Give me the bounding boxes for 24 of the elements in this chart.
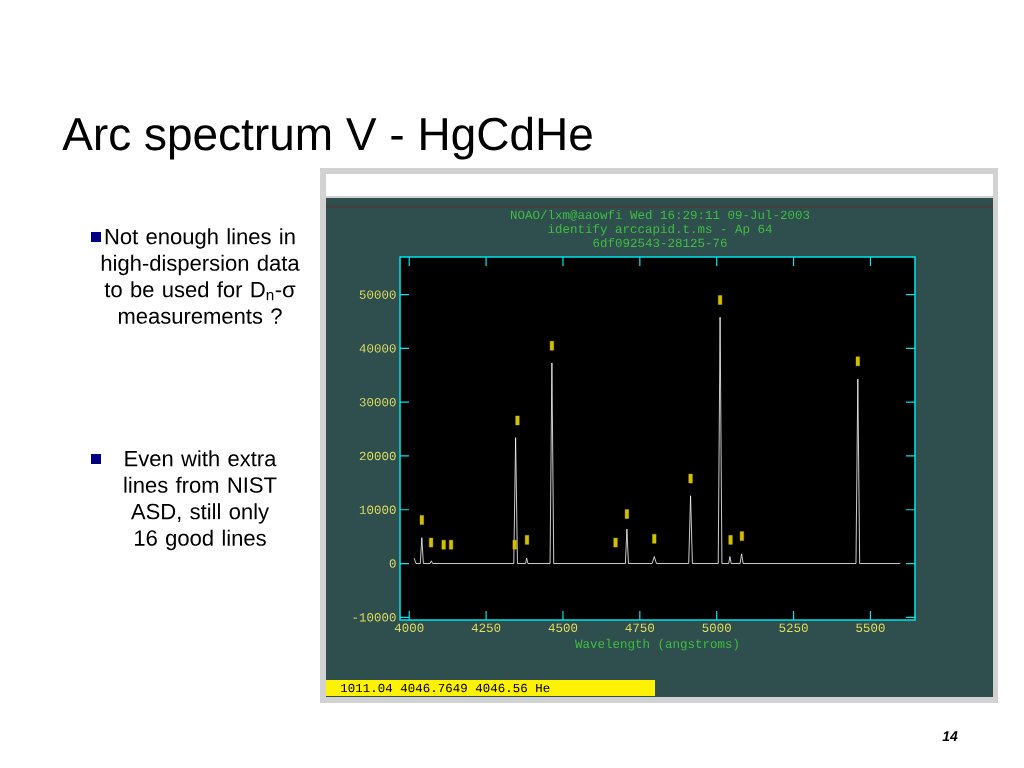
line-series: [413, 316, 901, 564]
text: NOAO/lxm@aaowfi Wed 16:29:11 09-Jul-2003: [510, 209, 810, 221]
text: Even with extra lines from NIST ASD, still only 16 good lines: [124, 450, 277, 551]
x-tick-label: 4750: [625, 623, 655, 633]
x-tick-label: 4500: [548, 623, 578, 633]
text: Not enough lines in high-dispersion data to be used for D$_{n}$-σ measurements ?: [101, 228, 300, 324]
y-tick-label: 0: [389, 559, 396, 568]
text: 6df092543-28125-76: [593, 237, 727, 248]
y-tick-label: 50000: [359, 290, 396, 299]
text: identify arccapid.t.ms - Ap 64: [548, 223, 772, 236]
x-tick-label: 5500: [856, 623, 885, 633]
x-tick-label: 4000: [394, 623, 424, 633]
y-tick-label: -10000: [353, 613, 396, 622]
text: 14: [942, 731, 958, 741]
x-tick-label: 5000: [702, 623, 731, 633]
y-tick-label: 20000: [359, 451, 396, 461]
text: 1011.04 4046.7649 4046.56 He: [341, 683, 550, 693]
x-tick-label: 5250: [779, 623, 808, 633]
x-tick-label: 4250: [471, 623, 501, 633]
y-tick-label: 40000: [359, 344, 396, 353]
x-axis-title: Wavelength (angstroms): [574, 638, 738, 651]
chart-title: Arc spectrum V - HgCdHe: [62, 116, 592, 160]
y-tick-label: 30000: [359, 397, 396, 407]
y-tick-label: 10000: [359, 505, 396, 514]
